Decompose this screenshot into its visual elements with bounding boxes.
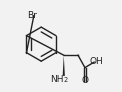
Text: OH: OH xyxy=(90,57,103,66)
Text: O: O xyxy=(81,76,88,85)
Text: NH: NH xyxy=(50,75,63,84)
Text: Br: Br xyxy=(28,11,37,20)
Polygon shape xyxy=(63,55,65,76)
Text: 2: 2 xyxy=(64,77,68,83)
